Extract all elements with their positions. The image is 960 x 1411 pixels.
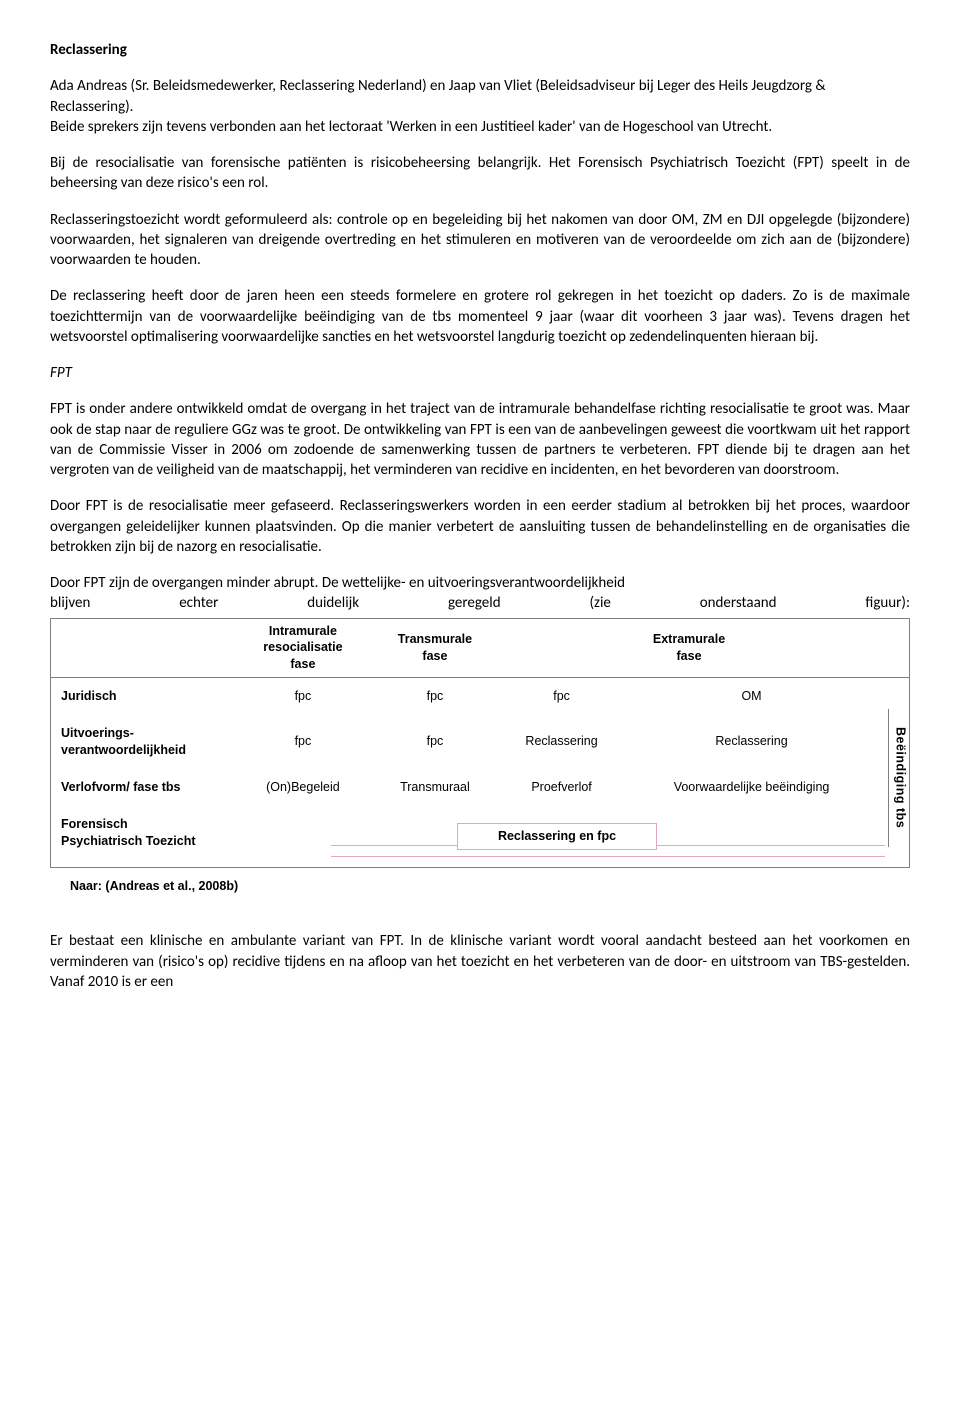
cell: fpc — [235, 678, 371, 715]
cell: OM — [624, 678, 879, 715]
cell: Proefverlof — [499, 769, 624, 806]
p6b-w5: onderstaand — [700, 593, 777, 613]
table-row: Juridisch fpc fpc fpc OM — [51, 678, 909, 715]
col-header-1: Intramurale resocialisatie fase — [235, 619, 371, 678]
cell: fpc — [371, 715, 499, 769]
table-row: Forensisch Psychiatrisch Toezicht Reclas… — [51, 806, 909, 868]
paragraph-6b: blijven echter duidelijk geregeld (zie o… — [50, 593, 910, 613]
overlay-box: Reclassering en fpc — [457, 823, 657, 850]
p6b-w3: geregeld — [448, 593, 501, 613]
p6b-w4: (zie — [589, 593, 610, 613]
row-label: Verlofvorm/ fase tbs — [51, 769, 235, 806]
cell: fpc — [235, 715, 371, 769]
table-header-row: Intramurale resocialisatie fase Transmur… — [51, 619, 909, 678]
cell: Voorwaardelijke beëindiging — [624, 769, 879, 806]
paragraph-6a: Door FPT zijn de overgangen minder abrup… — [50, 573, 910, 593]
cell: Transmuraal — [371, 769, 499, 806]
section-title: Reclassering — [50, 40, 910, 60]
p6b-w1: echter — [179, 593, 218, 613]
row-label: Uitvoerings- verantwoordelijkheid — [51, 715, 235, 769]
paragraph-1: Bij de resocialisatie van forensische pa… — [50, 153, 910, 194]
row-label: Forensisch Psychiatrisch Toezicht — [51, 806, 235, 868]
paragraph-3: De reclassering heeft door de jaren heen… — [50, 286, 910, 347]
p6b-w6: figuur): — [865, 593, 910, 613]
intro-line2: Beide sprekers zijn tevens verbonden aan… — [50, 118, 772, 136]
paragraph-2: Reclasseringstoezicht wordt geformuleerd… — [50, 210, 910, 271]
phases-figure: Intramurale resocialisatie fase Transmur… — [50, 618, 910, 869]
intro-line1: Ada Andreas (Sr. Beleidsmedewerker, Recl… — [50, 77, 826, 115]
cell: Reclassering — [499, 715, 624, 769]
row-label: Juridisch — [51, 678, 235, 715]
paragraph-7: Er bestaat een klinische en ambulante va… — [50, 931, 910, 992]
table-row: Verlofvorm/ fase tbs (On)Begeleid Transm… — [51, 769, 909, 806]
cell: fpc — [371, 678, 499, 715]
p6b-w0: blijven — [50, 593, 90, 613]
p6b-w2: duidelijk — [307, 593, 359, 613]
side-label: Beëindiging tbs — [888, 709, 911, 848]
cell: fpc — [499, 678, 624, 715]
table-row: Uitvoerings- verantwoordelijkheid fpc fp… — [51, 715, 909, 769]
col-header-2: Transmurale fase — [371, 619, 499, 678]
phases-table: Intramurale resocialisatie fase Transmur… — [51, 619, 909, 868]
cell: (On)Begeleid — [235, 769, 371, 806]
cell: Reclassering — [624, 715, 879, 769]
figure-caption: Naar: (Andreas et al., 2008b) — [50, 876, 910, 915]
heading-fpt: FPT — [50, 363, 910, 383]
paragraph-6: Door FPT zijn de overgangen minder abrup… — [50, 573, 910, 614]
paragraph-5: Door FPT is de resocialisatie meer gefas… — [50, 496, 910, 557]
paragraph-4: FPT is onder andere ontwikkeld omdat de … — [50, 399, 910, 480]
col-header-3: Extramurale fase — [499, 619, 879, 678]
intro-paragraph: Ada Andreas (Sr. Beleidsmedewerker, Recl… — [50, 76, 910, 137]
